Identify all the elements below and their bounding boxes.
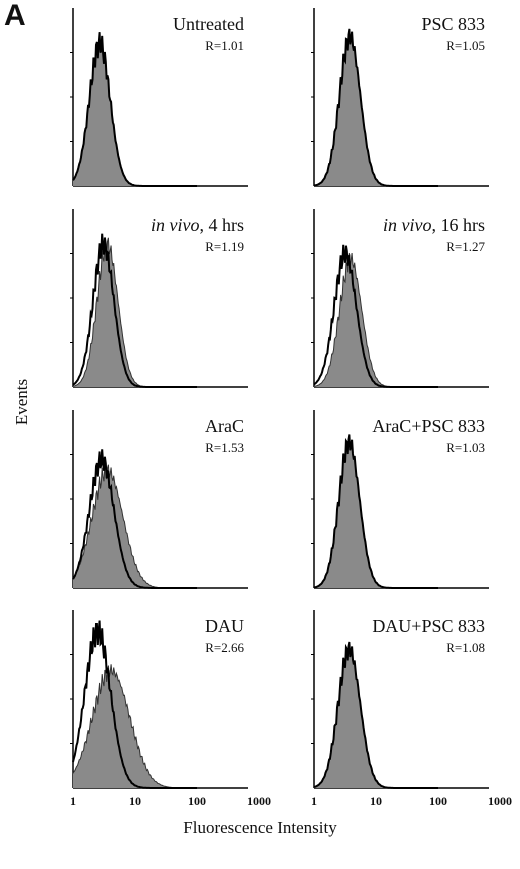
- panel-title-text: Untreated: [173, 14, 244, 34]
- panel-r-value: R=1.01: [205, 38, 244, 53]
- panel-title: DAU: [205, 616, 244, 636]
- panel-title-text: , 4 hrs: [200, 215, 245, 235]
- panel-title-text: AraC+PSC 833: [372, 416, 485, 436]
- x-tick-label: 10: [129, 794, 141, 808]
- histogram-panel-5: AraC R=1.53: [70, 410, 248, 589]
- x-tick-label: 100: [188, 794, 206, 808]
- open-histogram-outline: [72, 233, 197, 388]
- panel-letter: A: [4, 0, 26, 32]
- panel-title: AraC: [205, 416, 244, 436]
- panel-title-text: DAU+PSC 833: [372, 616, 485, 636]
- panel-title-text: , 16 hrs: [432, 215, 486, 235]
- x-tick-label: 10: [370, 794, 382, 808]
- panel-title-italic: in vivo: [383, 215, 431, 235]
- panel-r-value: R=1.53: [205, 440, 244, 455]
- panel-r-value: R=1.03: [446, 440, 485, 455]
- x-tick-label: 1: [311, 794, 317, 808]
- histogram-panel-7: DAU R=2.66: [70, 610, 248, 789]
- filled-histogram: [314, 642, 438, 788]
- x-axis-label: Fluorescence Intensity: [183, 818, 337, 837]
- panel-title-text: DAU: [205, 616, 244, 636]
- open-histogram-outline: [72, 620, 197, 789]
- panel-r-value: R=2.66: [205, 640, 244, 655]
- histogram-panel-4: in vivo, 16 hrs R=1.27: [311, 209, 489, 388]
- panel-r-value: R=1.19: [205, 239, 244, 254]
- panel-title: PSC 833: [421, 14, 485, 34]
- panel-title: in vivo, 16 hrs: [383, 215, 485, 235]
- panel-title-text: PSC 833: [421, 14, 485, 34]
- panel-title: in vivo, 4 hrs: [151, 215, 244, 235]
- histogram-panel-6: AraC+PSC 833 R=1.03: [311, 410, 489, 589]
- x-tick-label: 1: [70, 794, 76, 808]
- panel-r-value: R=1.05: [446, 38, 485, 53]
- panel-title-italic: in vivo: [151, 215, 199, 235]
- panel-title: Untreated: [173, 14, 244, 34]
- filled-histogram: [314, 253, 438, 387]
- panel-r-value: R=1.27: [446, 239, 485, 254]
- histogram-panel-2: PSC 833 R=1.05: [311, 8, 489, 187]
- histogram-panel-3: in vivo, 4 hrs R=1.19: [70, 209, 248, 388]
- x-tick-label: 100: [429, 794, 447, 808]
- open-histogram-outline: [313, 28, 438, 187]
- open-histogram-outline: [313, 244, 438, 388]
- open-histogram-outline: [313, 434, 438, 589]
- filled-histogram: [73, 237, 197, 387]
- panel-title-text: AraC: [205, 416, 244, 436]
- open-histogram-outline: [72, 32, 197, 187]
- filled-histogram: [73, 464, 197, 588]
- panel-r-value: R=1.08: [446, 640, 485, 655]
- x-tick-label: 1000: [488, 794, 512, 808]
- histogram-panel-1: Untreated R=1.01: [70, 8, 248, 187]
- filled-histogram: [73, 664, 197, 788]
- filled-histogram: [73, 32, 197, 187]
- histogram-panel-8: DAU+PSC 833 R=1.08: [311, 610, 489, 789]
- panel-title: AraC+PSC 833: [372, 416, 485, 436]
- open-histogram-outline: [72, 449, 197, 589]
- panel-title: DAU+PSC 833: [372, 616, 485, 636]
- x-tick-label: 1000: [247, 794, 271, 808]
- open-histogram-outline: [313, 641, 438, 789]
- filled-histogram: [314, 434, 438, 588]
- filled-histogram: [314, 28, 438, 187]
